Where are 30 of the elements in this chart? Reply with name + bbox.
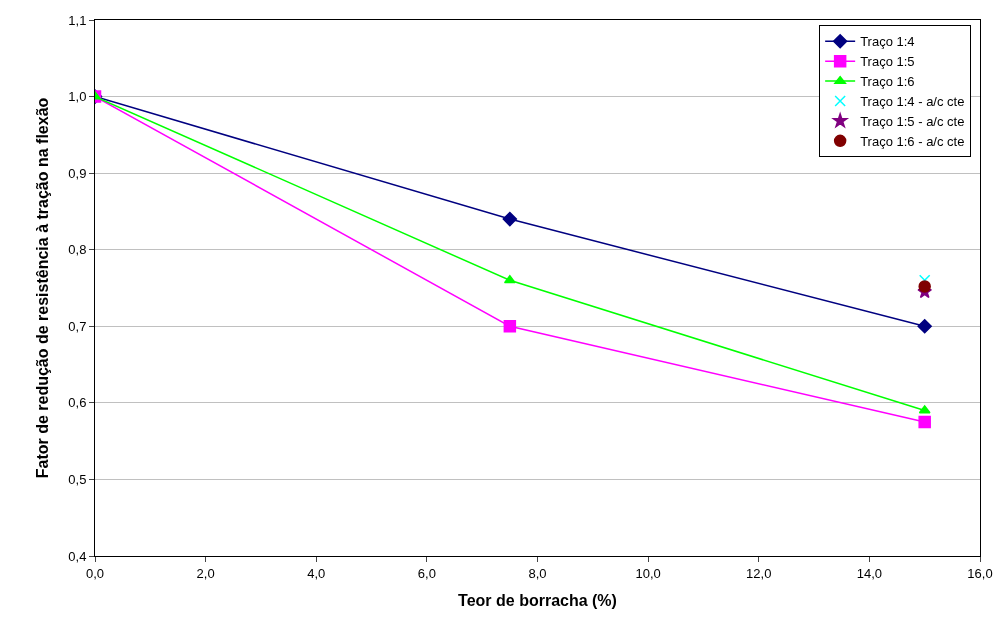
x-tick-label: 2,0 — [196, 565, 215, 581]
x-axis-title: Teor de borracha (%) — [458, 592, 617, 610]
y-tick-label: 0,6 — [68, 395, 87, 411]
legend-label: Traço 1:4 - a/c cte — [860, 94, 965, 110]
y-tick-label: 1,1 — [68, 12, 87, 28]
y-tick-label: 0,8 — [68, 242, 87, 258]
y-tick-label: 0,5 — [68, 471, 87, 487]
y-tick-label: 0,7 — [68, 318, 87, 334]
x-tick-label: 12,0 — [746, 565, 772, 581]
legend-label: Traço 1:4 — [860, 34, 915, 50]
y-tick-label: 1,0 — [68, 89, 87, 105]
y-axis-title: Fator de redução de resistência à tração na flexão — [34, 97, 52, 479]
x-tick-label: 6,0 — [417, 565, 436, 581]
x-tick-label: 0,0 — [85, 565, 105, 581]
point — [918, 280, 931, 293]
x-tick-label: 8,0 — [528, 565, 547, 581]
legend-label: Traço 1:5 - a/c cte — [860, 113, 965, 129]
legend-label: Traço 1:6 — [860, 74, 915, 90]
legend-label: Traço 1:5 — [860, 54, 915, 70]
x-tick-label: 16,0 — [967, 565, 993, 581]
x-tick-label: 4,0 — [307, 565, 326, 581]
x-tick-label: 10,0 — [635, 565, 661, 581]
x-tick-label: 14,0 — [856, 565, 883, 581]
point — [917, 319, 932, 334]
point — [503, 320, 517, 333]
point — [918, 415, 931, 429]
point — [502, 211, 518, 227]
legend-label: Traço 1:6 - a/c cte — [860, 133, 965, 149]
y-tick-label: 0,9 — [68, 165, 87, 181]
y-tick-label: 0,4 — [68, 548, 87, 564]
